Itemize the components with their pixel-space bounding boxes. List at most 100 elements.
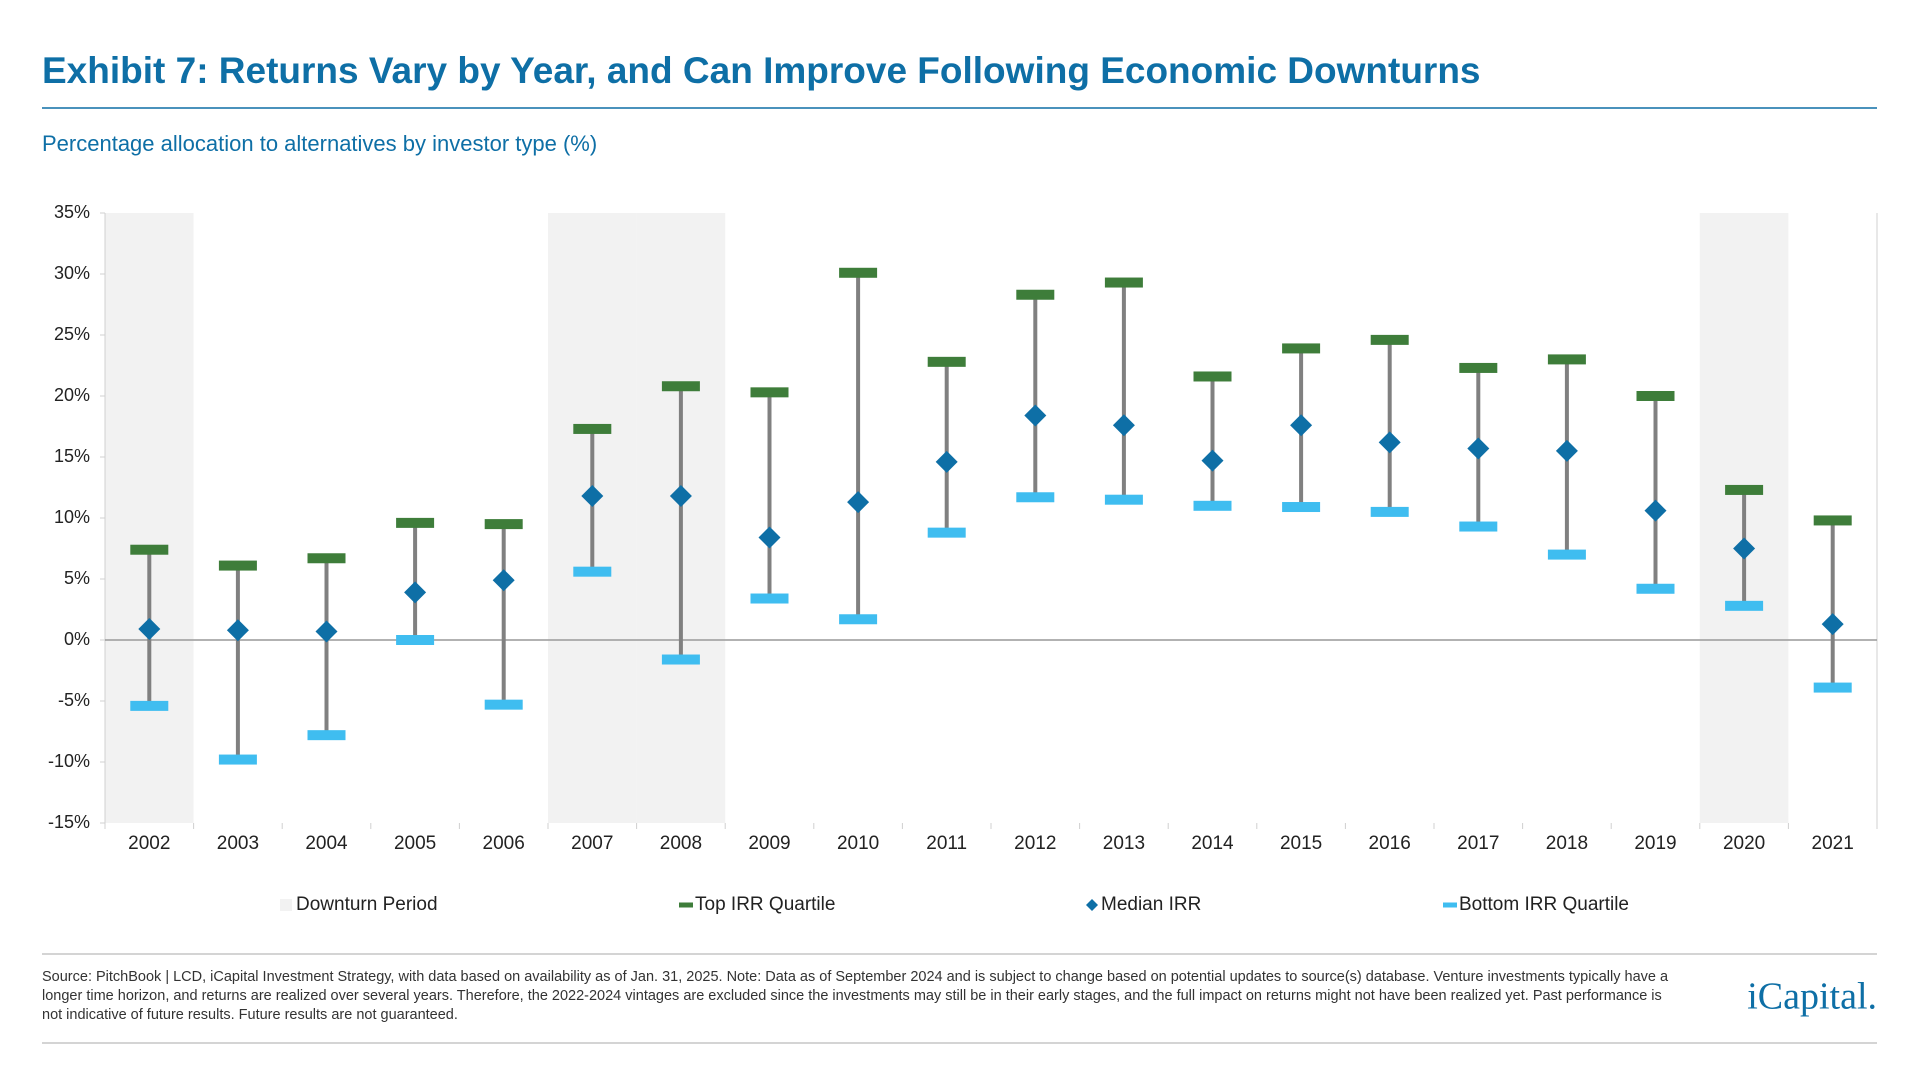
bottom-cap <box>1282 502 1321 513</box>
top-cap <box>661 381 700 392</box>
median-marker <box>1201 449 1224 472</box>
bottom-cap <box>1636 583 1675 594</box>
x-tick-label: 2017 <box>1457 833 1499 854</box>
top-cap <box>573 423 612 434</box>
top-cap <box>484 519 523 530</box>
top-cap <box>1459 362 1498 373</box>
top-cap <box>1725 484 1764 495</box>
x-tick-label: 2010 <box>837 833 879 854</box>
bottom-cap <box>573 566 612 577</box>
bottom-cap <box>1813 682 1852 693</box>
bottom-cap <box>130 700 169 711</box>
x-tick-label: 2019 <box>1634 833 1676 854</box>
median-marker <box>404 581 427 604</box>
bottom-cap <box>396 635 435 645</box>
x-tick-label: 2018 <box>1546 833 1588 854</box>
legend-label: Downturn Period <box>296 894 438 915</box>
median-marker <box>1378 431 1401 454</box>
y-tick-label: 0% <box>64 629 90 649</box>
legend-label: Bottom IRR Quartile <box>1459 894 1629 915</box>
x-tick-label: 2013 <box>1103 833 1145 854</box>
top-cap <box>927 356 966 367</box>
bottom-cap <box>750 593 789 604</box>
top-cap <box>130 544 169 555</box>
x-tick-label: 2006 <box>483 833 525 854</box>
x-tick-label: 2002 <box>128 833 170 854</box>
y-tick-label: 20% <box>54 385 90 405</box>
median-marker <box>1644 499 1667 522</box>
top-cap <box>839 267 878 278</box>
bottom-cap <box>1547 549 1586 560</box>
median-marker <box>1555 439 1578 462</box>
x-tick-label: 2015 <box>1280 833 1322 854</box>
median-marker <box>226 619 249 642</box>
y-tick-label: 30% <box>54 263 90 283</box>
median-marker <box>1467 437 1490 460</box>
chart-subtitle: Percentage allocation to alternatives by… <box>42 131 597 156</box>
bottom-cap <box>927 527 966 538</box>
x-tick-label: 2003 <box>217 833 259 854</box>
y-tick-label: -5% <box>58 690 90 710</box>
median-marker <box>315 620 338 643</box>
median-marker <box>492 569 515 592</box>
y-tick-label: 35% <box>54 202 90 222</box>
median-marker <box>1290 414 1313 437</box>
x-tick-label: 2009 <box>748 833 790 854</box>
y-tick-label: 15% <box>54 446 90 466</box>
top-cap <box>396 517 435 528</box>
y-tick-label: 25% <box>54 324 90 344</box>
top-cap <box>1193 371 1232 382</box>
bottom-cap <box>661 654 700 665</box>
x-tick-label: 2021 <box>1812 833 1854 854</box>
y-tick-label: 10% <box>54 507 90 527</box>
x-tick-label: 2020 <box>1723 833 1765 854</box>
bottom-cap <box>1459 521 1498 532</box>
top-cap <box>218 560 257 571</box>
median-marker <box>1733 537 1756 560</box>
bottom-cap <box>839 614 878 625</box>
bottom-cap <box>1016 492 1055 503</box>
bottom-cap <box>1370 506 1409 517</box>
top-cap <box>1370 334 1409 345</box>
legend-swatch <box>280 899 292 911</box>
bottom-cap <box>218 754 257 765</box>
bottom-cap <box>307 730 346 741</box>
x-tick-label: 2012 <box>1014 833 1056 854</box>
top-cap <box>1547 354 1586 365</box>
x-tick-label: 2008 <box>660 833 702 854</box>
median-marker <box>1024 404 1047 427</box>
median-marker <box>935 450 958 473</box>
downturn-band <box>105 213 194 823</box>
bottom-cap <box>1193 500 1232 511</box>
legend-swatch <box>679 902 693 908</box>
x-tick-label: 2005 <box>394 833 436 854</box>
x-tick-label: 2016 <box>1369 833 1411 854</box>
median-marker <box>758 526 781 549</box>
top-cap <box>1813 515 1852 526</box>
top-cap <box>1104 277 1143 288</box>
top-cap <box>1016 289 1055 300</box>
median-marker <box>669 485 692 508</box>
legend-label: Top IRR Quartile <box>695 894 835 915</box>
x-tick-label: 2007 <box>571 833 613 854</box>
y-tick-label: 5% <box>64 568 90 588</box>
y-tick-label: -10% <box>48 751 90 771</box>
median-marker <box>138 618 161 641</box>
median-marker <box>847 491 870 514</box>
chart-title: Exhibit 7: Returns Vary by Year, and Can… <box>42 50 1481 91</box>
median-marker <box>1821 613 1844 636</box>
x-tick-label: 2004 <box>305 833 348 854</box>
median-marker <box>581 485 604 508</box>
y-tick-label: -15% <box>48 812 90 832</box>
bottom-cap <box>1725 600 1764 611</box>
x-tick-label: 2011 <box>926 833 967 854</box>
median-marker <box>1112 414 1135 437</box>
x-tick-label: 2014 <box>1191 833 1234 854</box>
bottom-cap <box>1104 494 1143 505</box>
logo: iCapital. <box>1747 976 1877 1018</box>
legend-label: Median IRR <box>1101 894 1201 915</box>
legend-swatch <box>1086 899 1098 911</box>
source-note: Source: PitchBook | LCD, iCapital Invest… <box>42 969 1669 1023</box>
top-cap <box>1282 343 1321 354</box>
